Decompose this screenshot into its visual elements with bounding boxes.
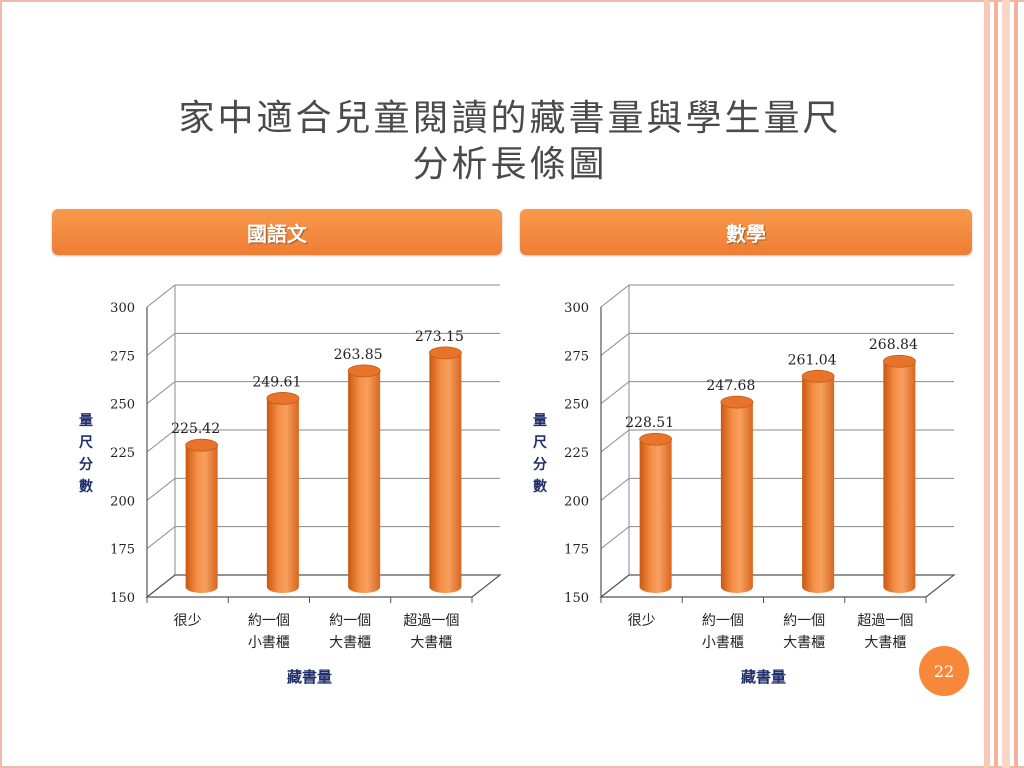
y-axis-title-char: 尺 xyxy=(533,435,547,451)
y-tick-label: 250 xyxy=(564,398,589,413)
y-axis-title-char: 分 xyxy=(79,457,93,473)
bar-top xyxy=(185,438,219,452)
y-tick-label: 250 xyxy=(110,398,135,413)
bar-body xyxy=(185,445,218,593)
bar xyxy=(882,354,916,593)
x-tick-label: 約一個 xyxy=(702,613,744,629)
x-tick-label: 超過一個 xyxy=(403,613,459,629)
bar-body xyxy=(348,370,381,593)
gridline-diag xyxy=(600,284,630,308)
y-tick-label: 175 xyxy=(564,543,589,558)
data-label: 261.04 xyxy=(788,352,837,368)
header-math: 數學 xyxy=(520,209,972,255)
bar xyxy=(428,346,462,593)
bar-top xyxy=(720,395,754,409)
gridline-diag xyxy=(600,526,630,550)
bar-body xyxy=(883,361,916,593)
gridline-diag xyxy=(146,477,176,501)
bar-top xyxy=(801,369,835,383)
y-tick-label: 300 xyxy=(564,301,589,316)
y-axis-title-char: 尺 xyxy=(79,435,93,451)
gridline-diag xyxy=(146,381,176,405)
data-label: 247.68 xyxy=(706,378,755,394)
title-line-1: 家中適合兒童閱讀的藏書量與學生量尺 xyxy=(178,98,842,139)
y-tick-label: 175 xyxy=(110,543,135,558)
chart-floor xyxy=(599,574,956,598)
bar-body xyxy=(720,402,753,593)
data-label: 228.51 xyxy=(625,415,674,431)
data-label: 263.85 xyxy=(334,347,383,363)
y-tick-label: 200 xyxy=(110,494,135,509)
y-axis-title-char: 量 xyxy=(533,413,547,429)
bar xyxy=(347,364,381,593)
page-number: 22 xyxy=(919,646,969,696)
bar-body xyxy=(639,439,672,593)
y-tick-label: 275 xyxy=(564,349,589,364)
decorative-stripes xyxy=(984,0,1024,768)
x-axis-title: 藏書量 xyxy=(287,668,332,686)
x-tick-label: 很少 xyxy=(628,613,656,629)
x-tick-label: 大書櫃 xyxy=(783,635,825,651)
x-tick-label: 大書櫃 xyxy=(329,635,371,651)
x-axis-title: 藏書量 xyxy=(741,668,786,686)
gridline-diag xyxy=(600,477,630,501)
bar-top xyxy=(882,354,916,368)
y-tick-label: 275 xyxy=(110,349,135,364)
bar xyxy=(185,438,219,593)
header-chinese: 國語文 xyxy=(52,209,502,255)
data-label: 249.61 xyxy=(252,374,301,390)
bar xyxy=(801,369,835,593)
data-label: 225.42 xyxy=(171,421,220,437)
bar-top xyxy=(428,346,462,360)
gridline-diag xyxy=(146,526,176,550)
bar-top xyxy=(266,392,300,405)
gridline-diag xyxy=(600,429,630,453)
gridline-diag xyxy=(146,284,176,308)
bar-top xyxy=(347,364,381,378)
bar-body xyxy=(802,376,835,593)
x-tick-label: 約一個 xyxy=(329,613,371,629)
x-tick-label: 很少 xyxy=(174,613,202,629)
data-label: 273.15 xyxy=(415,329,464,345)
gridline-diag xyxy=(600,332,630,356)
y-tick-label: 225 xyxy=(564,446,589,461)
bar-top xyxy=(639,432,673,446)
x-tick-label: 大書櫃 xyxy=(410,635,452,651)
bar xyxy=(720,395,754,593)
slide-title: 家中適合兒童閱讀的藏書量與學生量尺 分析長條圖 xyxy=(80,96,940,188)
x-tick-label: 約一個 xyxy=(783,613,825,629)
y-axis-title-char: 分 xyxy=(533,457,547,473)
x-tick-label: 超過一個 xyxy=(857,613,913,629)
y-axis-title-char: 數 xyxy=(533,478,547,495)
y-tick-label: 150 xyxy=(110,591,135,606)
y-tick-label: 150 xyxy=(564,591,589,606)
x-tick-label: 大書櫃 xyxy=(864,635,906,651)
y-tick-label: 225 xyxy=(110,446,135,461)
bar xyxy=(266,392,300,593)
bar-body xyxy=(266,398,299,593)
gridline-diag xyxy=(600,381,630,405)
y-axis-title-char: 量 xyxy=(79,413,93,429)
chart-floor xyxy=(145,574,502,598)
x-tick-label: 小書櫃 xyxy=(702,635,744,651)
title-line-2: 分析長條圖 xyxy=(412,144,608,185)
data-label: 268.84 xyxy=(869,337,918,353)
gridline-diag xyxy=(146,429,176,453)
x-tick-label: 小書櫃 xyxy=(248,635,290,651)
y-axis-title-char: 數 xyxy=(79,478,93,495)
bar-body xyxy=(429,352,462,593)
y-tick-label: 200 xyxy=(564,494,589,509)
bar xyxy=(639,432,673,593)
x-tick-label: 約一個 xyxy=(248,613,290,629)
gridline-diag xyxy=(146,332,176,356)
y-tick-label: 300 xyxy=(110,301,135,316)
